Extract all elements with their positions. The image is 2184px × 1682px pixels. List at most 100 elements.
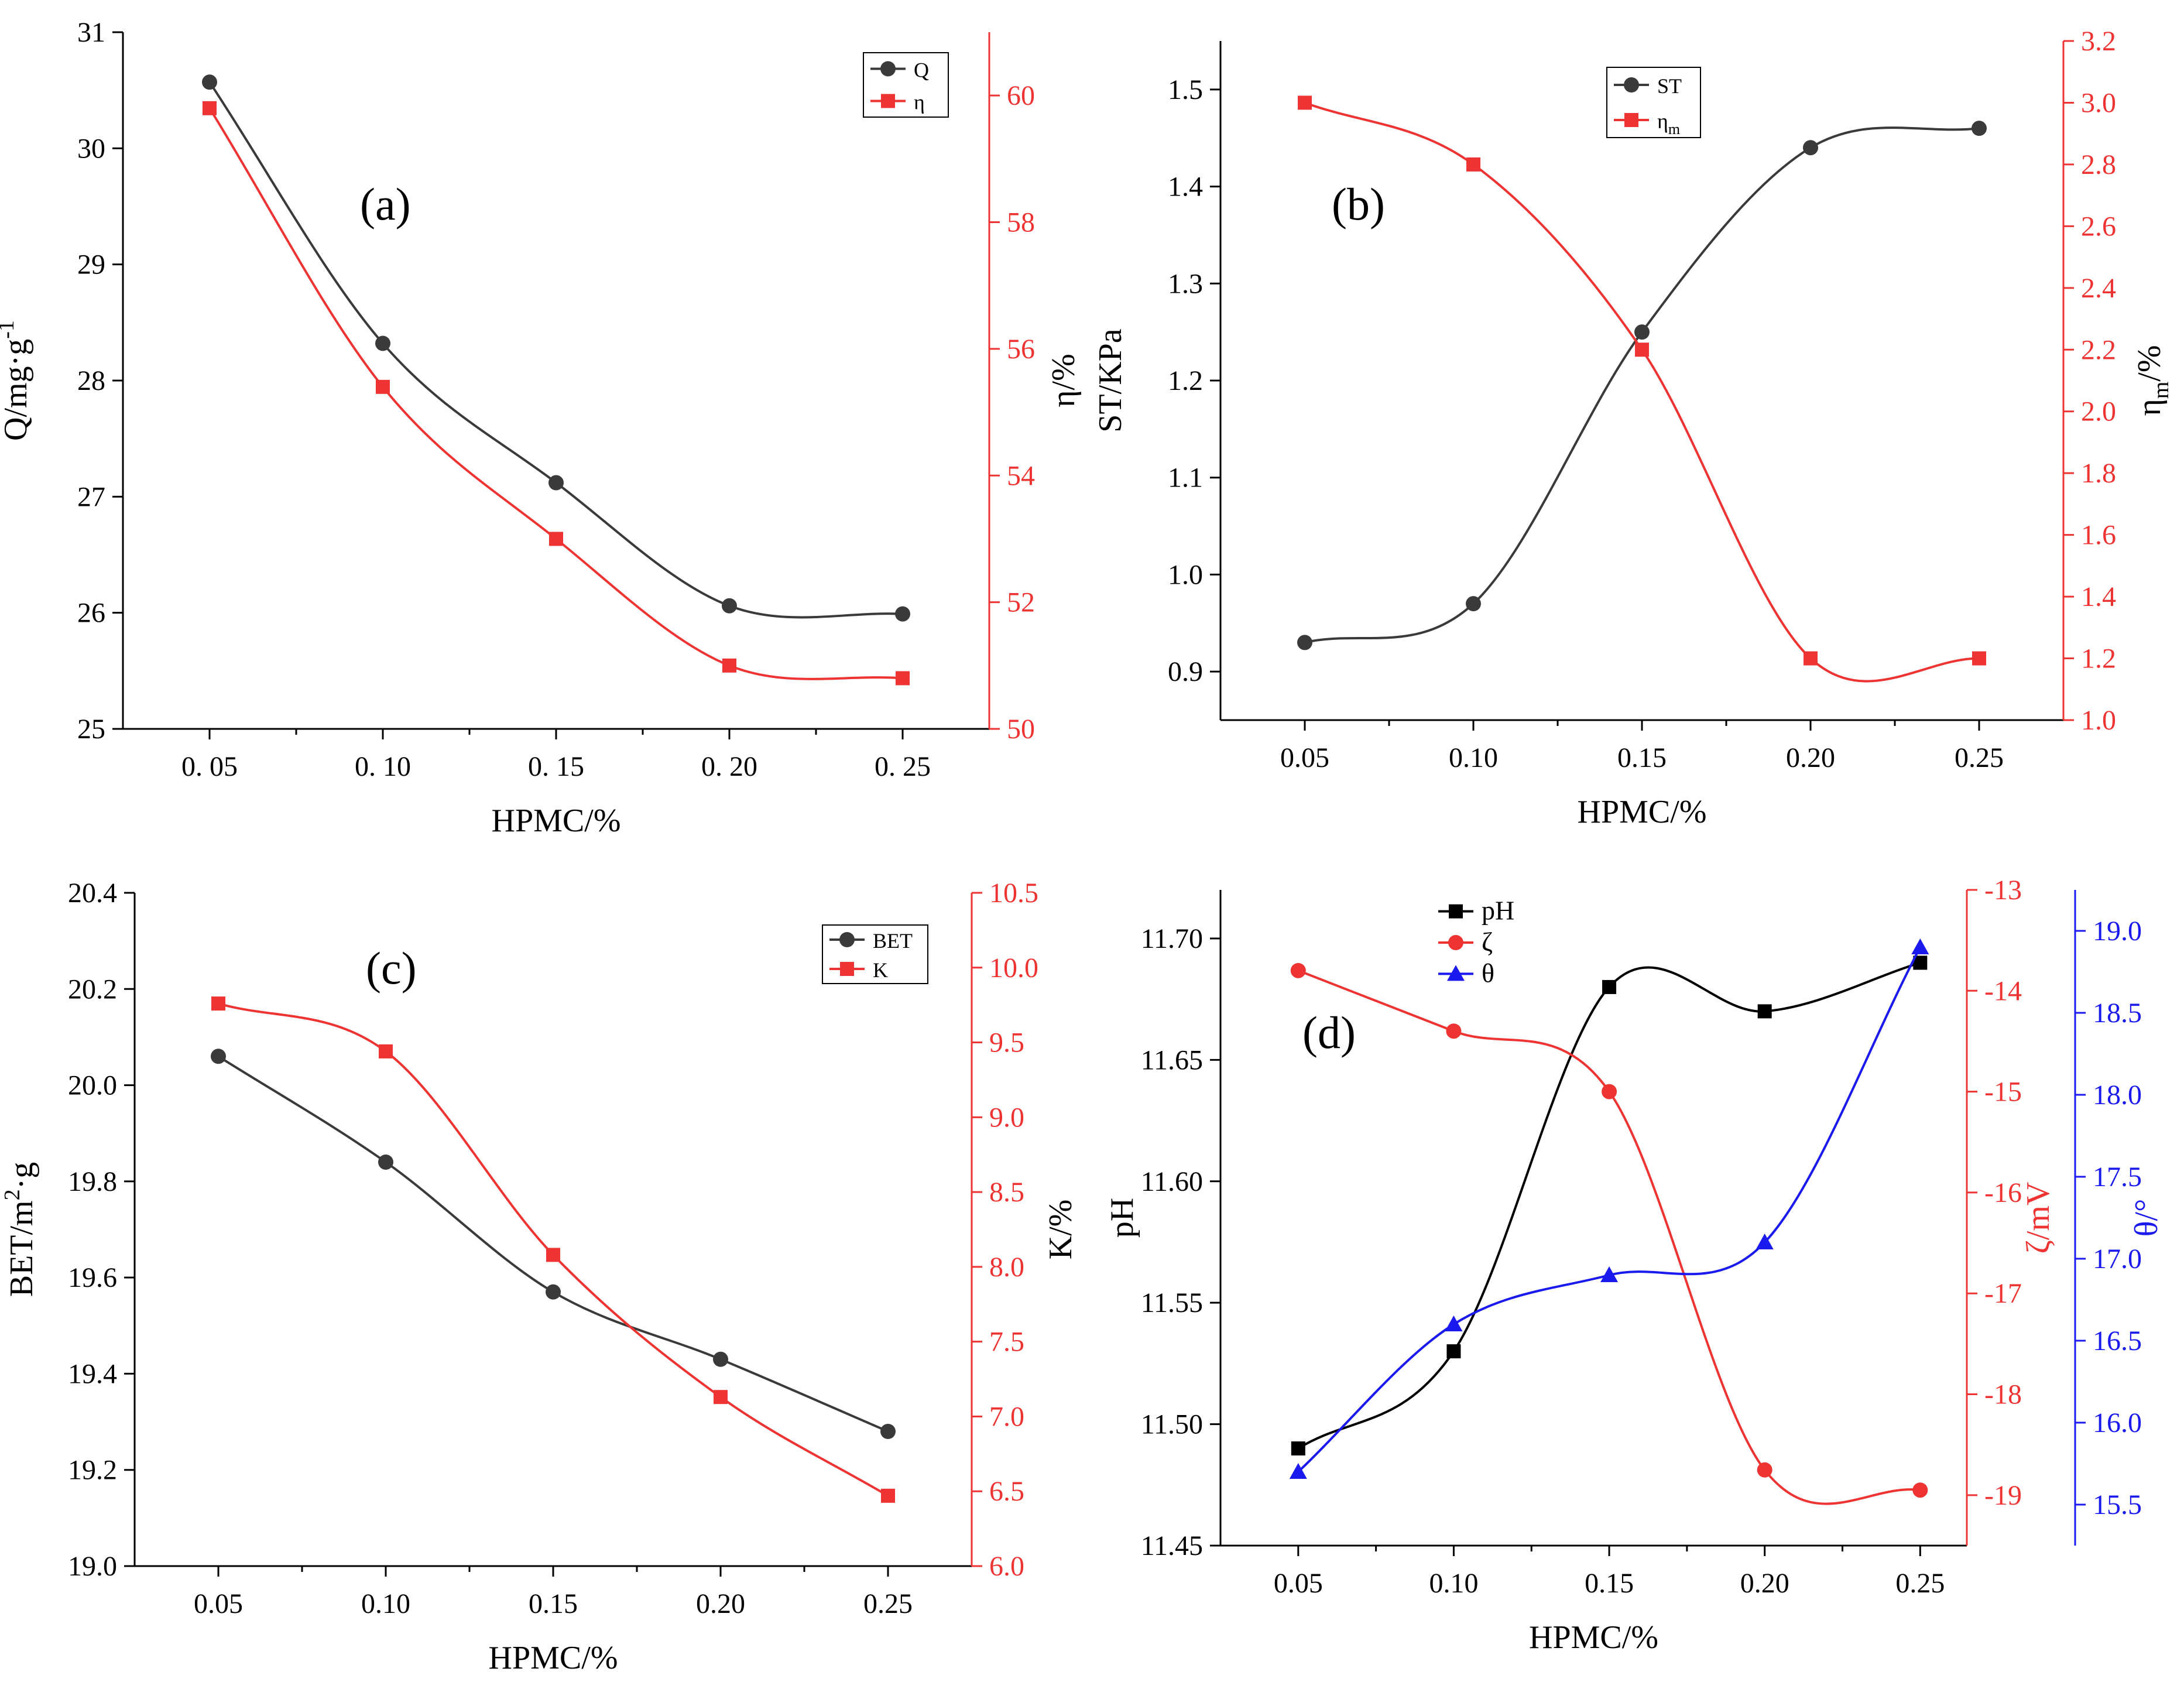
legend-entry: K bbox=[873, 958, 888, 982]
x-tick-label: 0. 25 bbox=[875, 751, 931, 782]
series-line bbox=[208, 81, 903, 619]
data-point bbox=[376, 379, 390, 394]
left-tick-label: 1.1 bbox=[1168, 463, 1203, 494]
data-point bbox=[375, 335, 390, 351]
data-point bbox=[896, 671, 910, 686]
right-tick-label: -16 bbox=[1984, 1177, 2022, 1208]
left-tick-label: 11.60 bbox=[1141, 1166, 1203, 1197]
left-axis-title: Q/mg·g-1 bbox=[0, 320, 34, 441]
left-tick-label: 20.0 bbox=[68, 1070, 117, 1101]
series-θ bbox=[1289, 938, 1929, 1479]
right-tick-label: 1.6 bbox=[2081, 520, 2116, 551]
right-tick-label: 17.0 bbox=[2093, 1243, 2142, 1275]
panel-label: (d) bbox=[1302, 1007, 1356, 1058]
panel-d: 0.05 0.10 0.15 0.20 0.25 HPMC/% 11.45 11.50 11.5… bbox=[1104, 875, 2165, 1656]
right-tick-label: 19.0 bbox=[2093, 916, 2142, 947]
legend-marker bbox=[880, 61, 896, 77]
left-tick-label: 27 bbox=[77, 481, 105, 512]
data-point bbox=[1804, 651, 1818, 666]
data-point bbox=[881, 1488, 895, 1503]
right-tick-label: 16.5 bbox=[2093, 1325, 2142, 1356]
data-point bbox=[895, 606, 910, 622]
right-tick-label: 2.8 bbox=[2081, 149, 2116, 180]
right-tick-label: 18.5 bbox=[2093, 998, 2142, 1029]
x-tick-label: 0.25 bbox=[1895, 1568, 1945, 1599]
series-ζ bbox=[1290, 962, 1928, 1505]
right-tick-label: -15 bbox=[1984, 1077, 2022, 1108]
right-axis-title: η/% bbox=[1045, 354, 1082, 407]
legend-entry: Q bbox=[914, 59, 929, 82]
x-tick-label: 0. 20 bbox=[701, 751, 757, 782]
x-tick-label: 0.20 bbox=[696, 1588, 745, 1619]
right-tick-label: 2.6 bbox=[2081, 211, 2116, 242]
left-tick-label: 11.70 bbox=[1141, 923, 1203, 954]
right-axis-title: ζ/mV bbox=[2020, 1182, 2056, 1254]
left-tick-label: 19.4 bbox=[68, 1358, 117, 1389]
legend-entry: ST bbox=[1657, 74, 1682, 98]
data-point bbox=[1602, 979, 1617, 994]
right-tick-label: 10.5 bbox=[989, 878, 1038, 909]
legend-box bbox=[863, 52, 949, 118]
legend-entry: ηm bbox=[1657, 109, 1680, 138]
left-tick-label: 0.9 bbox=[1168, 656, 1203, 687]
panel-label: (a) bbox=[360, 179, 411, 229]
data-point bbox=[1600, 1266, 1619, 1282]
panel-b: 0.05 0.10 0.15 0.20 0.25 HPMC/% 0.9 1.0 1.1 1.2 1.… bbox=[1092, 26, 2173, 830]
legend-entry: η bbox=[914, 91, 925, 114]
right-tick-label: -18 bbox=[1984, 1379, 2022, 1410]
data-point bbox=[1291, 1441, 1305, 1456]
series-K bbox=[211, 996, 895, 1503]
left-tick-label: 28 bbox=[77, 365, 105, 396]
series-ST bbox=[1297, 121, 1987, 650]
x-tick-label: 0.25 bbox=[1955, 742, 2004, 773]
data-point bbox=[880, 1424, 896, 1439]
panel-label: (c) bbox=[366, 943, 417, 994]
left-axis-title: BET/m2·g bbox=[0, 1162, 40, 1297]
legend-entry: BET bbox=[873, 929, 913, 953]
right-tick-label: 3.0 bbox=[2081, 87, 2116, 118]
data-point bbox=[1757, 1462, 1772, 1478]
left-tick-label: 1.5 bbox=[1168, 74, 1203, 105]
data-point bbox=[546, 1284, 561, 1300]
x-tick-label: 0.10 bbox=[361, 1588, 410, 1619]
right-tick-label: 6.5 bbox=[989, 1476, 1024, 1507]
legend-entry: pH bbox=[1482, 896, 1514, 926]
data-point bbox=[1972, 121, 1987, 136]
legend-entry: θ bbox=[1482, 958, 1494, 988]
right-tick-label: -19 bbox=[1984, 1480, 2022, 1511]
right-tick-label: 7.0 bbox=[989, 1401, 1024, 1432]
right-tick-label: 2.0 bbox=[2081, 396, 2116, 427]
data-point bbox=[1635, 342, 1649, 357]
legend-marker bbox=[1624, 77, 1639, 93]
x-tick-label: 0.05 bbox=[1280, 742, 1329, 773]
left-tick-label: 29 bbox=[77, 249, 105, 280]
right-tick-label: 58 bbox=[1007, 207, 1035, 238]
left-tick-label: 11.45 bbox=[1141, 1530, 1203, 1561]
data-point bbox=[714, 1390, 728, 1404]
right-tick-label: 3.2 bbox=[2081, 26, 2116, 57]
right-tick-label: 54 bbox=[1007, 460, 1035, 491]
legend: Qη bbox=[863, 52, 949, 118]
legend: BET K bbox=[822, 924, 928, 984]
right-tick-label: 16.0 bbox=[2093, 1407, 2142, 1438]
panel-c: 0.05 0.10 0.15 0.20 0.25 HPMC/% 19.0 19.2 19.4 19… bbox=[0, 878, 1079, 1676]
left-tick-label: 19.2 bbox=[68, 1455, 117, 1486]
legend: ST ηm bbox=[1606, 67, 1701, 138]
right-tick-label: 9.0 bbox=[989, 1102, 1024, 1133]
data-point bbox=[1297, 635, 1312, 650]
series-pH bbox=[1291, 955, 1928, 1456]
x-tick-label: 0.05 bbox=[1274, 1568, 1323, 1599]
data-point bbox=[378, 1155, 393, 1170]
x-tick-label: 0.15 bbox=[529, 1588, 578, 1619]
right-tick-label: 8.0 bbox=[989, 1252, 1024, 1283]
right-tick-label: -17 bbox=[1984, 1278, 2022, 1309]
x-tick-label: 0. 10 bbox=[355, 751, 411, 782]
data-point bbox=[722, 598, 737, 614]
x-axis-title: HPMC/% bbox=[1529, 1619, 1658, 1656]
right-tick-label: 1.4 bbox=[2081, 581, 2116, 612]
data-point bbox=[1634, 324, 1650, 340]
left-axis-title: ST/KPa bbox=[1092, 328, 1129, 432]
x-tick-label: 0.10 bbox=[1449, 742, 1498, 773]
